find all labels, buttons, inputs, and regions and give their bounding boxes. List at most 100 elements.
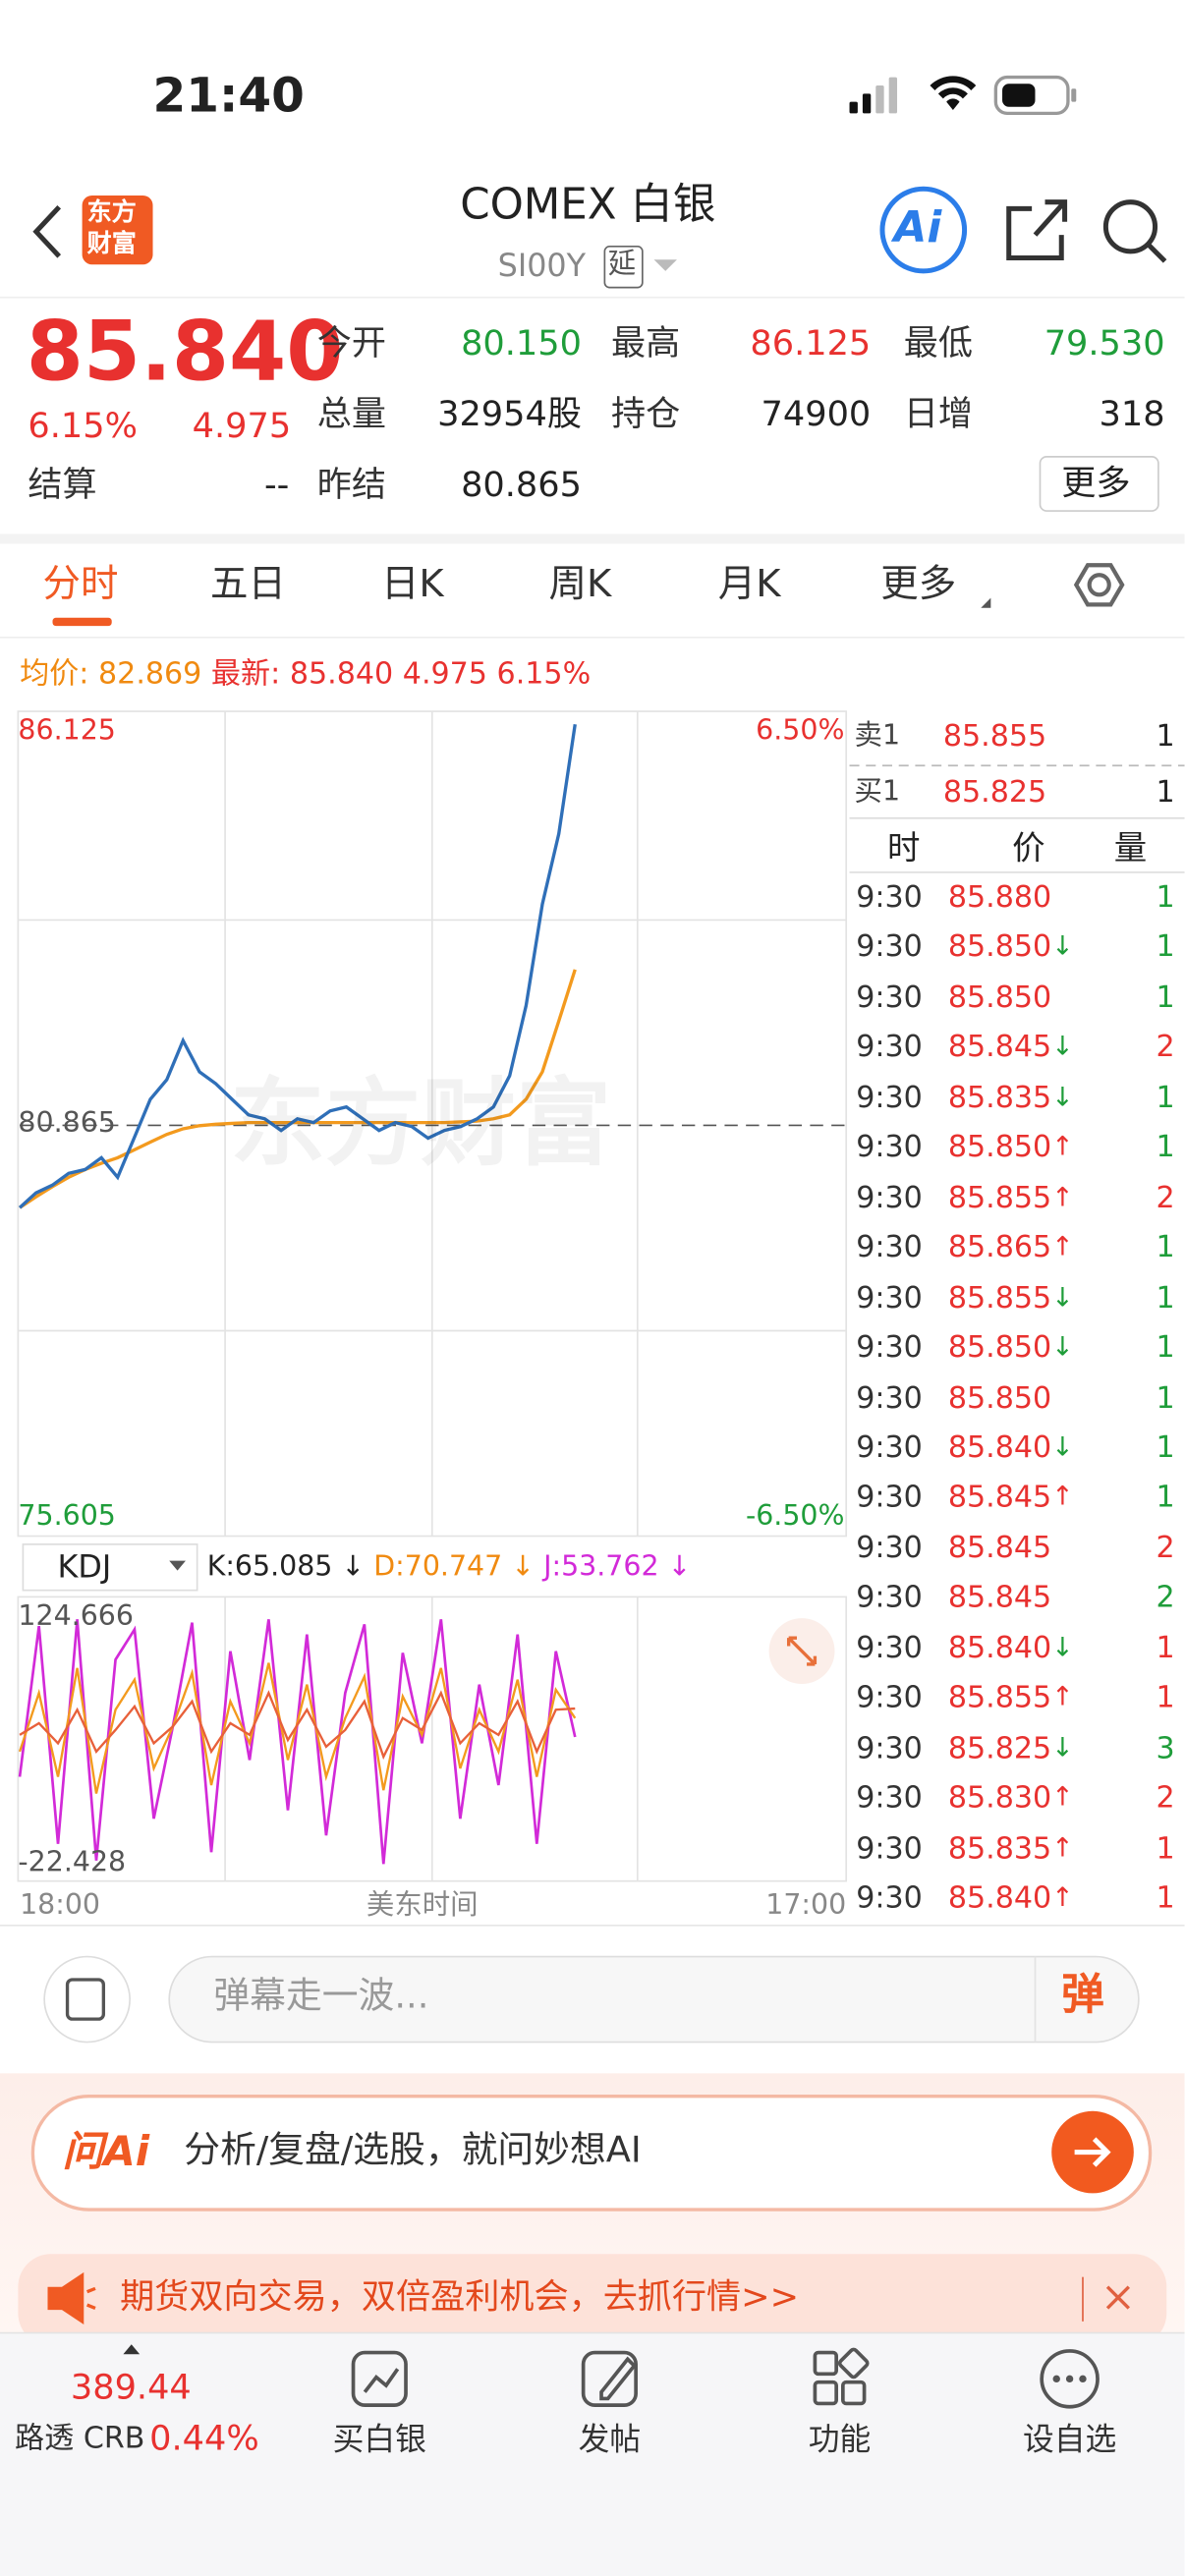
trade-volume: 1 bbox=[1156, 1880, 1175, 1916]
banner-text[interactable]: 期货双向交易，双倍盈利机会，去抓行情>> bbox=[120, 2276, 800, 2317]
trade-time: 9:30 bbox=[856, 1531, 923, 1566]
field-value: 32954股 bbox=[437, 394, 582, 434]
ai-prompt[interactable]: 分析/复盘/选股，就问妙想AI bbox=[184, 2130, 642, 2172]
index-pct[interactable]: 0.44% bbox=[149, 2418, 259, 2458]
trade-price: 85.850 bbox=[947, 1130, 1052, 1166]
legend-value: 4.975 bbox=[402, 656, 487, 692]
tab[interactable]: 日K bbox=[380, 563, 444, 607]
banner[interactable] bbox=[18, 2254, 1167, 2346]
trade-time: 9:30 bbox=[856, 1830, 923, 1866]
trade-time: 9:30 bbox=[856, 1380, 923, 1416]
comment-list-button[interactable] bbox=[43, 1955, 131, 2044]
contract-code: SI00Y bbox=[497, 248, 587, 285]
trade-arrow: ↓ bbox=[1051, 930, 1074, 962]
index-name[interactable]: 路透 CRB bbox=[15, 2421, 145, 2456]
trade-arrow: ↓ bbox=[1051, 1031, 1074, 1062]
settings-icon[interactable] bbox=[1073, 563, 1125, 607]
trade-arrow: ↑ bbox=[1051, 1130, 1074, 1162]
ai-label[interactable]: Ai bbox=[893, 203, 942, 253]
nav-item[interactable]: 设自选 bbox=[1022, 2421, 1117, 2458]
y2-tick-label: 6.50% bbox=[756, 714, 845, 748]
trade-price: 85.845 bbox=[947, 1481, 1052, 1516]
nav-item[interactable]: 功能 bbox=[808, 2421, 872, 2458]
trade-price: 85.850 bbox=[947, 930, 1052, 966]
trade-volume: 1 bbox=[1156, 1130, 1175, 1166]
trade-volume: 1 bbox=[1156, 1330, 1175, 1366]
trade-volume: 1 bbox=[1156, 1230, 1175, 1265]
trade-price: 85.850 bbox=[947, 1380, 1052, 1416]
trade-price: 85.835 bbox=[947, 1080, 1052, 1116]
delay-badge: 延 bbox=[607, 248, 637, 281]
delay-badge-box bbox=[603, 245, 644, 289]
close-icon[interactable] bbox=[1105, 2285, 1130, 2310]
book-price: 85.855 bbox=[942, 719, 1047, 755]
price-line bbox=[18, 724, 577, 1209]
tab[interactable]: 五日 bbox=[210, 563, 286, 607]
ai-input[interactable] bbox=[30, 2095, 1153, 2212]
comment-input[interactable] bbox=[168, 1955, 1140, 2044]
field-value: 80.865 bbox=[461, 465, 582, 505]
trade-price: 85.830 bbox=[947, 1780, 1052, 1816]
ai-button[interactable] bbox=[879, 186, 968, 274]
tab[interactable]: 分时 bbox=[42, 563, 119, 607]
danmu-button[interactable]: 弹 bbox=[1061, 1971, 1104, 2021]
y2-tick-label: -6.50% bbox=[745, 1499, 845, 1534]
active-tab-underline bbox=[52, 617, 112, 627]
trade-time: 9:30 bbox=[856, 1430, 923, 1466]
trade-arrow: ↑ bbox=[1051, 1230, 1074, 1262]
kdj-selector-box[interactable] bbox=[22, 1543, 198, 1592]
last-price: 85.840 bbox=[26, 304, 344, 400]
legend-value: 6.15% bbox=[496, 656, 592, 692]
trade-arrow: ↓ bbox=[1051, 1330, 1074, 1363]
share-icon[interactable] bbox=[1006, 199, 1068, 261]
title: COMEX 白银 bbox=[460, 180, 716, 231]
legend-label: 均价: bbox=[20, 656, 89, 692]
trade-arrow: ↓ bbox=[1051, 1080, 1074, 1112]
search-icon[interactable] bbox=[1102, 199, 1167, 263]
more-button[interactable] bbox=[1039, 456, 1159, 512]
trade-arrow: ↑ bbox=[1051, 1780, 1074, 1813]
trade-volume: 1 bbox=[1156, 880, 1175, 916]
trade-arrow: ↓ bbox=[1051, 1430, 1074, 1463]
more-label[interactable]: 更多 bbox=[1061, 463, 1131, 503]
trade-volume: 2 bbox=[1156, 1581, 1175, 1616]
trade-time: 9:30 bbox=[856, 1330, 923, 1366]
field-label: 最低 bbox=[903, 323, 973, 364]
tab[interactable]: 更多 bbox=[880, 563, 957, 607]
y-tick-label: 80.865 bbox=[18, 1107, 116, 1141]
field-label: 持仓 bbox=[611, 394, 681, 434]
tab[interactable]: 周K bbox=[548, 563, 612, 607]
nav-item[interactable]: 发帖 bbox=[578, 2421, 642, 2458]
trade-time: 9:30 bbox=[856, 1581, 923, 1616]
trade-time: 9:30 bbox=[856, 1130, 923, 1166]
trade-volume: 1 bbox=[1156, 980, 1175, 1016]
watermark: 东方财富 bbox=[230, 1067, 612, 1180]
trade-time: 9:30 bbox=[856, 1780, 923, 1816]
trade-price: 85.840 bbox=[947, 1631, 1052, 1666]
index-value[interactable]: 389.44 bbox=[70, 2367, 192, 2407]
tab[interactable]: 月K bbox=[717, 563, 781, 607]
kdj-tick-label: 124.666 bbox=[18, 1599, 134, 1634]
change: 4.975 bbox=[192, 406, 292, 446]
trade-arrow: ↓ bbox=[1051, 1631, 1074, 1662]
kdj-selector[interactable]: KDJ bbox=[57, 1548, 112, 1586]
x-label: 18:00 bbox=[20, 1889, 101, 1923]
trade-time: 9:30 bbox=[856, 1280, 923, 1316]
trade-arrow: ↑ bbox=[1051, 1180, 1074, 1212]
index-arrow bbox=[123, 2344, 141, 2355]
back-icon[interactable] bbox=[32, 204, 62, 258]
nav-item[interactable]: 买白银 bbox=[332, 2421, 426, 2458]
trade-price: 85.865 bbox=[947, 1230, 1052, 1265]
field-value: 74900 bbox=[761, 394, 872, 434]
trade-volume: 3 bbox=[1156, 1730, 1175, 1766]
kdj-dropdown bbox=[169, 1560, 186, 1571]
trade-price: 85.825 bbox=[947, 1730, 1052, 1766]
field-value: 86.125 bbox=[750, 323, 872, 364]
logo-text: 财富 bbox=[86, 228, 137, 258]
trade-time: 9:30 bbox=[856, 1631, 923, 1666]
comment-placeholder[interactable]: 弹幕走一波... bbox=[213, 1976, 429, 2018]
trade-volume: 1 bbox=[1156, 1481, 1175, 1516]
trade-time: 9:30 bbox=[856, 1730, 923, 1766]
